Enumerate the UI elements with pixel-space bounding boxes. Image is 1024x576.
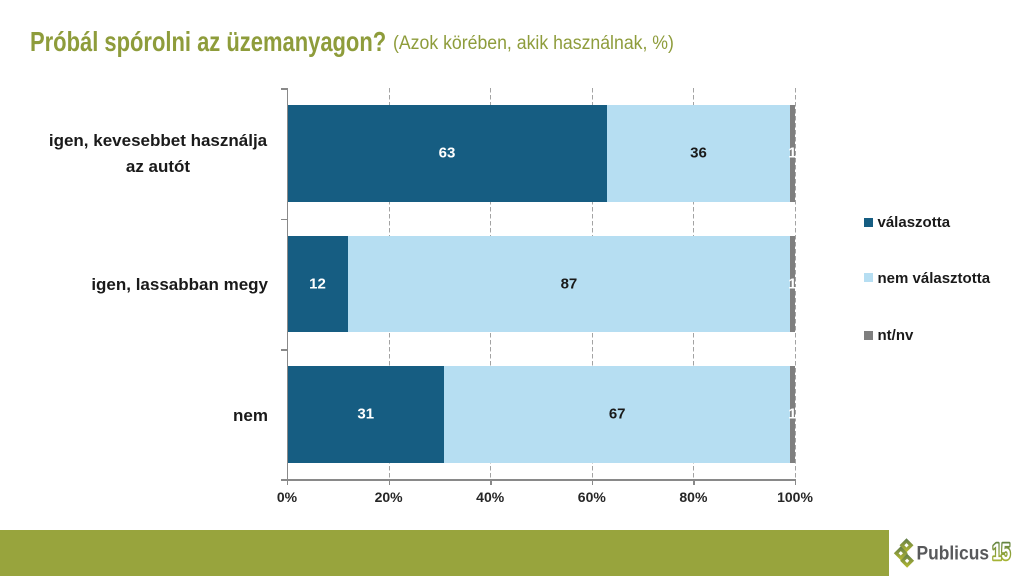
svg-text:Publicus: Publicus	[917, 543, 990, 564]
svg-text:15: 15	[992, 538, 1010, 564]
